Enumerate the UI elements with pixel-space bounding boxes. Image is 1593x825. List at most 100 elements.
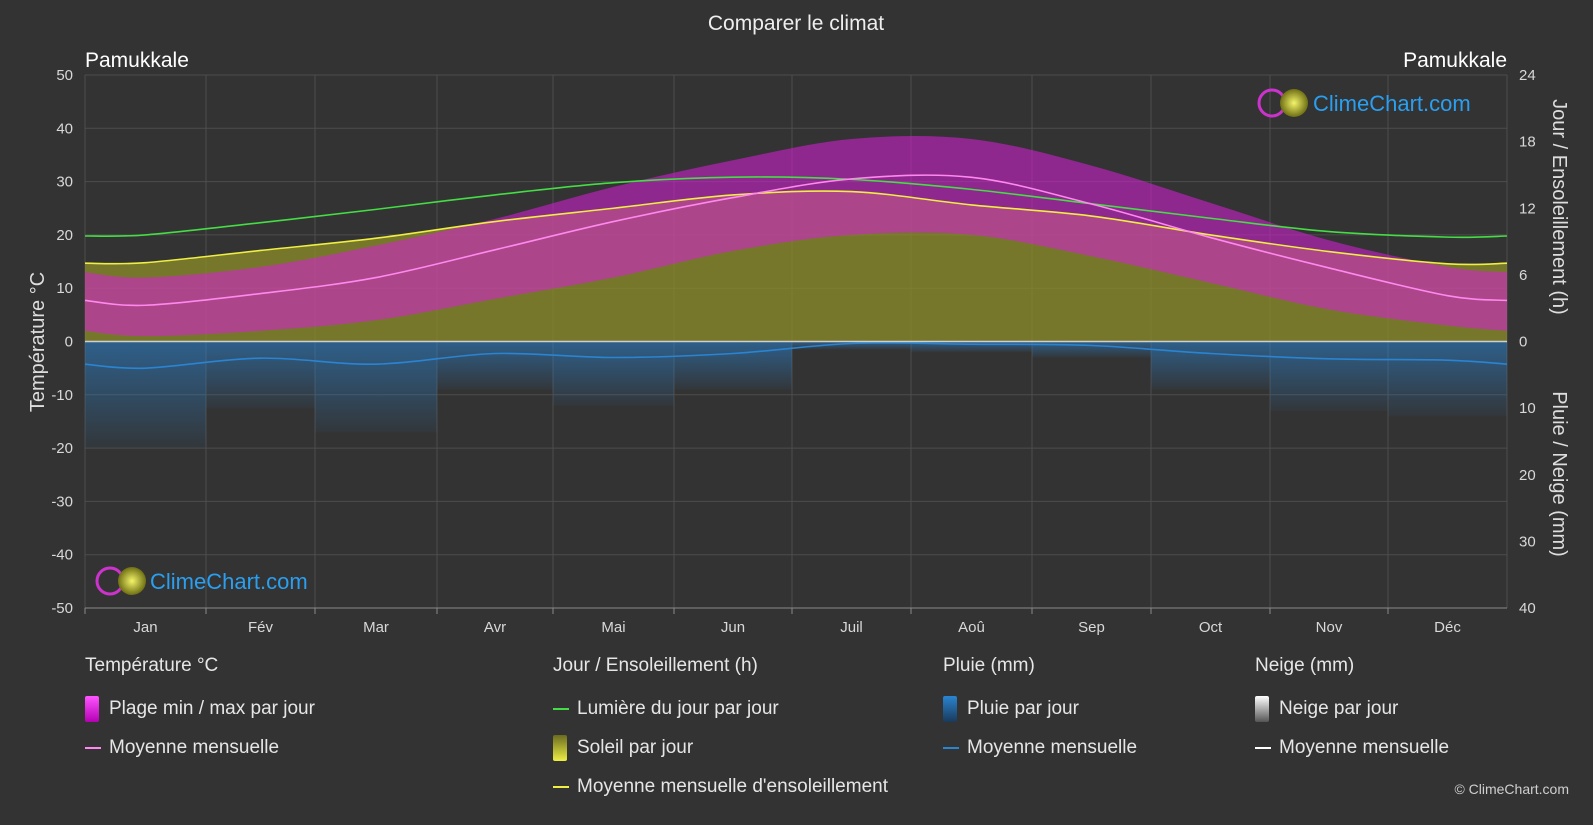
y-left-tick-label: 10	[56, 280, 73, 297]
brand-logo-top: ClimeChart.com	[1257, 88, 1471, 118]
y-left-tick-label: 40	[56, 120, 73, 137]
legend-label: Moyenne mensuelle	[967, 736, 1138, 758]
rain-bar	[1270, 341, 1388, 411]
brand-logo-bottom: ClimeChart.com	[95, 566, 308, 596]
y-right-bottom-tick-label: 40	[1519, 600, 1536, 617]
rain-bar	[1151, 341, 1270, 390]
y-right-bottom-tick-label: 30	[1519, 533, 1536, 550]
temperature-range-band	[85, 135, 1507, 337]
y-left-tick-label: 20	[56, 227, 73, 244]
sunshine-mean-line	[84, 190, 1508, 266]
legend-title-sun: Jour / Ensoleillement (h)	[553, 655, 758, 676]
legend-swatch-snow-mean	[1255, 746, 1271, 749]
y-right-bottom-label: Pluie / Neige (mm)	[1548, 391, 1570, 557]
legend-title-temperature: Température °C	[85, 655, 219, 676]
legend-rain: Pluie (mm) Pluie par jour Moyenne mensue…	[943, 655, 1137, 767]
legend-label: Plage min / max par jour	[109, 697, 315, 719]
legend-item: Moyenne mensuelle	[1255, 728, 1449, 767]
x-tick-label: Mar	[363, 619, 389, 636]
chart-title: Comparer le climat	[708, 12, 884, 35]
rain-bar	[206, 341, 315, 409]
climate-chart: Comparer le climat Pamukkale Pamukkale 5…	[27, 12, 1570, 636]
rain-bar	[911, 341, 1032, 353]
legend-item: Soleil par jour	[553, 728, 888, 767]
legend-swatch-sunshine-mean	[553, 785, 569, 788]
legend-temperature: Température °C Plage min / max par jour …	[85, 655, 315, 767]
legend-title-rain: Pluie (mm)	[943, 655, 1035, 676]
legend-swatch-temp-mean	[85, 746, 101, 749]
x-tick-label: Mai	[601, 619, 625, 636]
x-tick-label: Aoû	[958, 619, 985, 636]
brand-text-top: ClimeChart.com	[1313, 91, 1471, 116]
x-tick-label: Jun	[721, 619, 745, 636]
rain-bar	[315, 341, 437, 433]
y-left-label: Température °C	[27, 272, 49, 412]
y-left-tick-label: -20	[51, 440, 73, 457]
rain-bar	[437, 341, 553, 390]
location-left: Pamukkale	[85, 49, 189, 72]
y-right-top-tick-label: 18	[1519, 134, 1536, 151]
temperature-mean-line	[84, 174, 1508, 307]
y-right-top-tick-label: 12	[1519, 200, 1536, 217]
legend-sun: Jour / Ensoleillement (h) Lumière du jou…	[553, 655, 888, 806]
y-left-tick-label: -10	[51, 387, 73, 404]
logo-sun-icon	[1280, 89, 1308, 117]
rain-bar	[1388, 341, 1507, 417]
y-right-bottom-tick-label: 20	[1519, 467, 1536, 484]
series-lines	[84, 174, 1508, 370]
y-right-top-tick-label: 24	[1519, 67, 1536, 84]
axes: 50 40 30 20 10 0 -10 -20 -30 -40 -50 24 18 12 6 0 10 20 30…	[51, 67, 1535, 636]
daylight-line	[84, 176, 1508, 239]
copyright: © ClimeChart.com	[1454, 781, 1569, 797]
y-left-tick-label: -40	[51, 547, 73, 564]
rain-bar	[553, 341, 674, 406]
y-left-tick-label: -30	[51, 493, 73, 510]
brand-text-bottom: ClimeChart.com	[150, 569, 308, 594]
legend-item: Lumière du jour par jour	[553, 689, 888, 728]
legend-swatch-rain	[943, 695, 957, 722]
y-right-top-tick-label: 0	[1519, 334, 1527, 351]
legend-swatch-daylight	[553, 707, 569, 710]
y-left-tick-label: -50	[51, 600, 73, 617]
legend-label: Moyenne mensuelle d'ensoleillement	[577, 775, 888, 797]
x-tick-label: Oct	[1199, 619, 1223, 636]
legend-item: Moyenne mensuelle	[943, 728, 1137, 767]
legend-label: Moyenne mensuelle	[109, 736, 280, 758]
y-left-tick-label: 30	[56, 174, 73, 191]
rain-area	[85, 341, 1507, 449]
legend-title-snow: Neige (mm)	[1255, 655, 1355, 676]
x-tick-label: Nov	[1316, 619, 1343, 636]
legend-label: Neige par jour	[1279, 697, 1399, 719]
legend-item: Neige par jour	[1255, 689, 1449, 728]
legend-item: Moyenne mensuelle	[85, 728, 315, 767]
legend-label: Moyenne mensuelle	[1279, 736, 1450, 758]
legend-swatch-rain-mean	[943, 746, 959, 749]
x-tick-label: Sep	[1078, 619, 1105, 636]
temperature-range-area	[85, 135, 1507, 337]
legend-swatch-temp-range	[85, 695, 99, 722]
x-tick-label: Fév	[248, 619, 274, 636]
rain-mean-line	[84, 342, 1508, 370]
rain-bar	[85, 341, 206, 449]
x-tick-label: Jan	[133, 619, 157, 636]
legend-label: Lumière du jour par jour	[577, 697, 779, 719]
legend-label: Soleil par jour	[577, 736, 694, 758]
legend-item: Plage min / max par jour	[85, 689, 315, 728]
x-tick-label: Juil	[840, 619, 863, 636]
legend-snow: Neige (mm) Neige par jour Moyenne mensue…	[1255, 655, 1449, 767]
legend-swatch-sunshine	[553, 734, 567, 761]
location-right: Pamukkale	[1403, 49, 1507, 72]
legend-swatch-snow	[1255, 695, 1269, 722]
y-left-tick-label: 50	[56, 67, 73, 84]
rain-bar	[674, 341, 792, 390]
y-right-bottom-tick-label: 10	[1519, 400, 1536, 417]
logo-sun-icon	[118, 567, 146, 595]
y-right-top-tick-label: 6	[1519, 267, 1527, 284]
rain-bar	[792, 341, 911, 350]
y-left-tick-label: 0	[65, 334, 73, 351]
legend-label: Pluie par jour	[967, 697, 1079, 719]
y-right-top-label: Jour / Ensoleillement (h)	[1548, 99, 1570, 315]
x-tick-label: Avr	[484, 619, 506, 636]
legend-item: Moyenne mensuelle d'ensoleillement	[553, 767, 888, 806]
x-tick-label: Déc	[1434, 619, 1461, 636]
